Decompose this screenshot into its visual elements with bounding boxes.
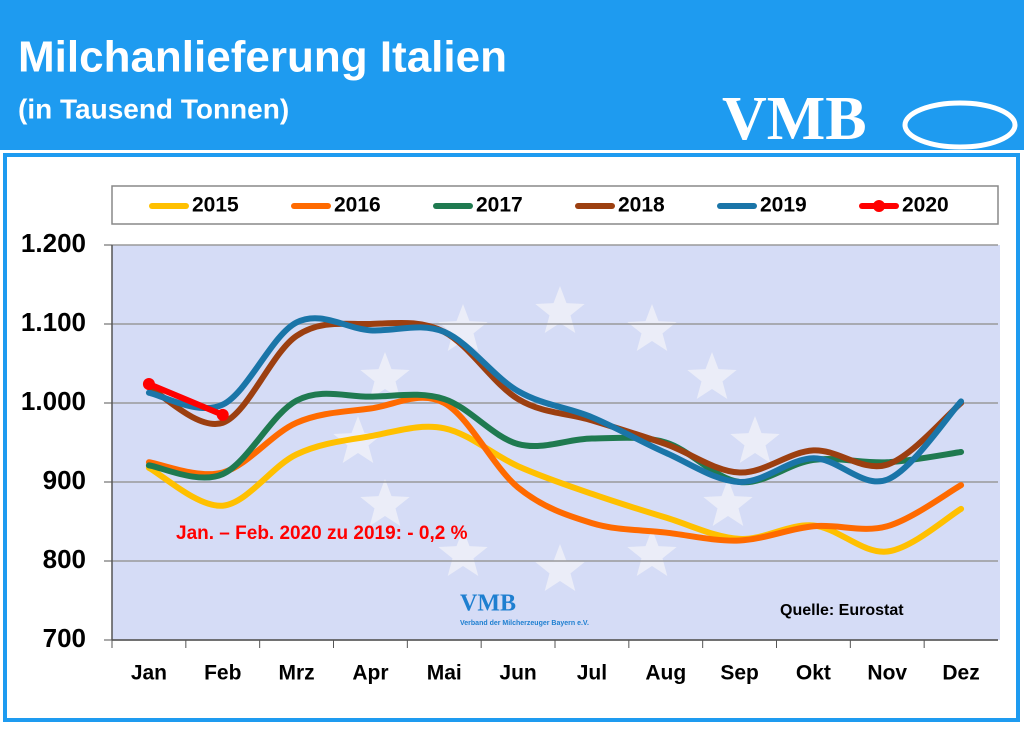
x-tick-label: Apr [352, 662, 388, 685]
legend-label: 2018 [618, 194, 665, 217]
star [627, 304, 677, 351]
annotation: Jan. – Feb. 2020 zu 2019: - 0,2 % [176, 523, 468, 544]
y-tick-label: 800 [43, 544, 86, 574]
logo-mark [902, 100, 1018, 150]
x-tick-label: Nov [867, 662, 907, 685]
x-tick-label: Okt [796, 662, 831, 685]
logo: VMB [722, 85, 867, 153]
series-line [145, 394, 965, 544]
legend [111, 185, 999, 225]
x-tick-label: Jan [131, 662, 167, 685]
star [627, 529, 677, 576]
x-tick-label: Mrz [278, 662, 314, 685]
y-tick-label: 1.000 [21, 386, 86, 416]
x-tick-label: Feb [204, 662, 241, 685]
star [535, 286, 585, 333]
star [730, 416, 780, 463]
star [360, 352, 410, 399]
point [142, 378, 155, 391]
legend-label: 2015 [192, 194, 239, 217]
x-tick-label: Sep [720, 662, 759, 685]
x-tick-label: Dez [942, 662, 979, 685]
y-tick-label: 700 [43, 623, 86, 653]
star [438, 529, 488, 576]
x-tick-label: Jul [577, 662, 607, 685]
legend-label: 2020 [902, 194, 949, 217]
star [703, 479, 753, 526]
series-line [145, 315, 965, 486]
stars [333, 286, 780, 591]
watermark-logo: VMB [460, 591, 516, 617]
chart-title: Milchanlieferung Italien [18, 33, 507, 82]
legend-label: 2016 [334, 194, 381, 217]
y-tick-label: 1.100 [21, 307, 86, 337]
chart-subtitle: (in Tausend Tonnen) [18, 93, 289, 124]
series-line [145, 423, 965, 555]
watermark-subtext: Verband der Milcherzeuger Bayern e.V. [460, 620, 589, 627]
y-tick-label: 1.200 [21, 228, 86, 258]
point [216, 408, 229, 421]
legend-marker [873, 200, 885, 212]
star [687, 352, 737, 399]
series-line [145, 319, 965, 476]
source: Quelle: Eurostat [780, 602, 904, 619]
star [438, 304, 488, 351]
header-band [0, 0, 1024, 150]
x-tick-label: Jun [499, 662, 536, 685]
legend-label: 2019 [760, 194, 807, 217]
star [360, 479, 410, 526]
star [535, 544, 585, 591]
x-tick-label: Aug [645, 662, 686, 685]
y-tick-label: 900 [43, 465, 86, 495]
x-tick-label: Mai [427, 662, 462, 685]
legend-label: 2017 [476, 194, 523, 217]
